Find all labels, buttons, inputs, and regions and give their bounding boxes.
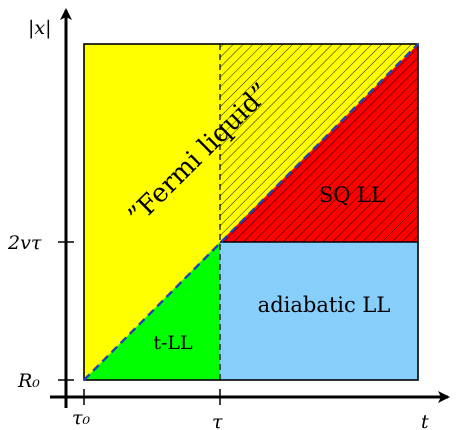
diagonal-boundary xyxy=(83,43,419,381)
plot-frame xyxy=(83,43,419,381)
y-tick-label-2vtau: 2vτ xyxy=(7,232,42,254)
adiabatic-ll-label: adiabatic LL xyxy=(258,293,391,317)
y-tick-label-r0: R₀ xyxy=(17,370,40,392)
y-axis-label: |x| xyxy=(28,17,52,39)
x-axis-label: t xyxy=(421,411,429,430)
sq-ll-label: SQ LL xyxy=(319,183,385,207)
x-tick-label-tau: τ xyxy=(212,411,223,430)
t-ll-label: t-LL xyxy=(153,332,193,354)
adiabatic-ll-region xyxy=(220,242,418,380)
x-tick-label-tau0: τ₀ xyxy=(72,407,91,429)
